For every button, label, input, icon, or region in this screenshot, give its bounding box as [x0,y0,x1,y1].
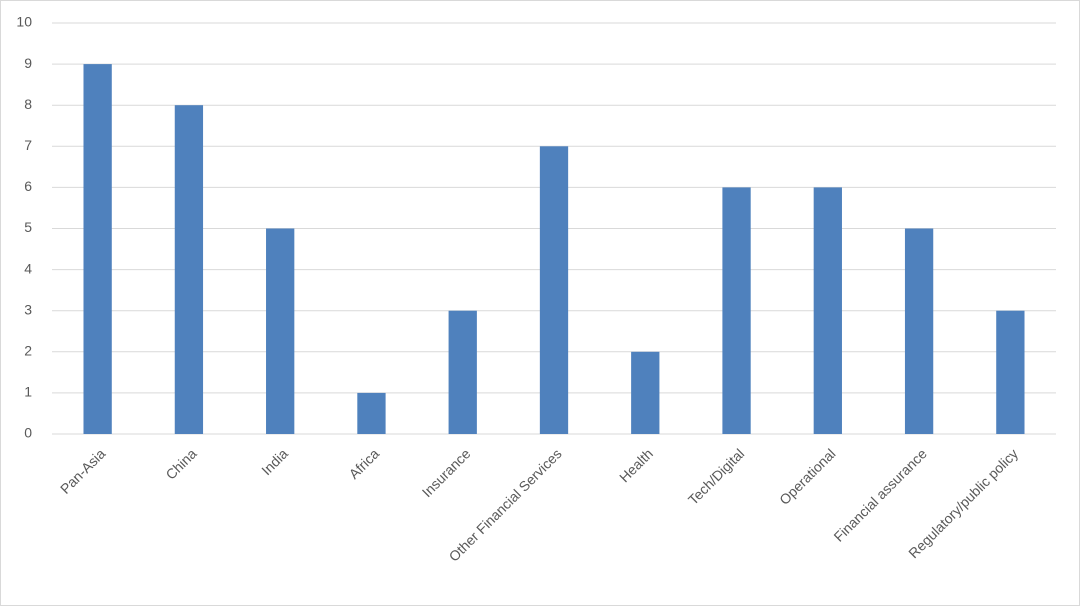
bar [722,187,751,434]
bar [539,146,569,435]
bar [813,187,842,434]
y-tick-label: 10 [16,14,32,30]
y-tick-label: 0 [24,425,32,441]
bar [996,310,1025,434]
bar [448,310,477,434]
bar [83,64,112,434]
bar [904,228,934,434]
y-tick-label: 7 [24,137,32,153]
y-tick-label: 6 [24,178,32,194]
bar [631,351,660,434]
y-tick-label: 1 [24,384,32,400]
bar [266,228,295,434]
y-tick-label: 4 [24,260,32,276]
y-tick-label: 5 [24,219,32,235]
y-tick-label: 2 [24,343,32,359]
bar [357,392,386,434]
bar [174,105,204,434]
y-tick-label: 8 [24,96,32,112]
y-tick-label: 3 [24,301,32,317]
y-tick-label: 9 [24,55,32,71]
